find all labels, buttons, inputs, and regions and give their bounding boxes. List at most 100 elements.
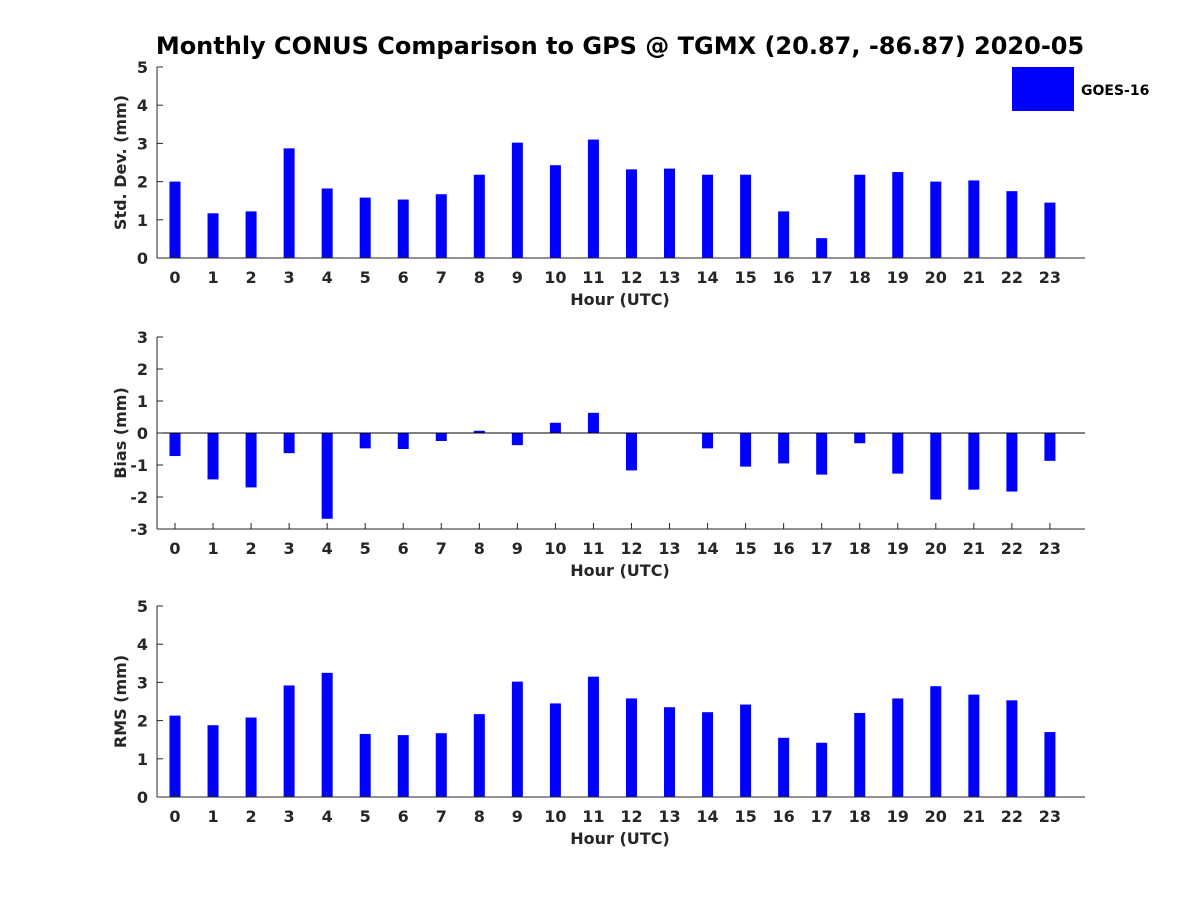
rms-xtick-label: 8 — [474, 807, 485, 826]
bias-bar-11 — [587, 412, 599, 433]
rms-ytick-label: 3 — [137, 673, 148, 692]
std-bar-18 — [854, 174, 866, 258]
rms-bar-18 — [854, 712, 866, 797]
rms-ytick-label: 2 — [137, 712, 148, 731]
rms-xtick-label: 19 — [887, 807, 909, 826]
std-bar-21 — [968, 180, 980, 258]
bias-bar-0 — [169, 433, 181, 457]
std-xtick-label: 1 — [207, 268, 218, 287]
rms-xtick-label: 9 — [512, 807, 523, 826]
rms-bar-19 — [892, 698, 904, 797]
rms-ytick-label: 0 — [137, 788, 148, 807]
std-xtick-label: 21 — [963, 268, 985, 287]
std-xtick-label: 16 — [773, 268, 795, 287]
std-xtick-label: 13 — [658, 268, 680, 287]
rms-xtick-label: 11 — [582, 807, 604, 826]
std-ytick-label: 1 — [137, 211, 148, 230]
rms-bar-7 — [435, 733, 447, 797]
rms-bar-21 — [968, 694, 980, 797]
bias-bar-15 — [740, 433, 752, 467]
bias-bar-4 — [321, 433, 333, 519]
std-xtick-label: 12 — [620, 268, 642, 287]
bias-bar-1 — [207, 433, 219, 480]
bias-bar-7 — [435, 433, 447, 441]
std-ytick-label: 3 — [137, 134, 148, 153]
rms-xtick-label: 23 — [1039, 807, 1061, 826]
bias-xtick-label: 10 — [544, 539, 566, 558]
bias-xtick-label: 14 — [696, 539, 718, 558]
std-xtick-label: 18 — [849, 268, 871, 287]
std-bar-9 — [511, 142, 523, 258]
rms-xtick-label: 6 — [398, 807, 409, 826]
rms-xtick-label: 16 — [773, 807, 795, 826]
std-bar-11 — [587, 139, 599, 258]
rms-ylabel: RMS (mm) — [111, 655, 130, 748]
std-bar-15 — [740, 174, 752, 258]
bias-ytick-label: -1 — [130, 456, 148, 475]
rms-bar-22 — [1006, 700, 1018, 797]
bias-xtick-label: 17 — [811, 539, 833, 558]
bias-bar-16 — [778, 433, 790, 464]
std-xtick-label: 7 — [436, 268, 447, 287]
std-xtick-label: 22 — [1001, 268, 1023, 287]
bias-bar-10 — [549, 422, 561, 433]
std-xlabel: Hour (UTC) — [570, 290, 670, 309]
std-xtick-label: 9 — [512, 268, 523, 287]
bias-bar-5 — [359, 433, 371, 449]
bias-xtick-label: 16 — [773, 539, 795, 558]
bias-xtick-label: 5 — [360, 539, 371, 558]
std-bar-20 — [930, 181, 942, 258]
legend-label: GOES-16 — [1081, 83, 1149, 99]
rms-bar-0 — [169, 715, 181, 797]
bias-ytick-label: -3 — [130, 520, 148, 539]
std-bar-7 — [435, 194, 447, 258]
std-ylabel: Std. Dev. (mm) — [111, 95, 130, 230]
std-ytick-label: 0 — [137, 249, 148, 268]
std-xtick-label: 6 — [398, 268, 409, 287]
rms-bar-20 — [930, 686, 942, 797]
rms-xtick-label: 4 — [322, 807, 333, 826]
std-xtick-label: 19 — [887, 268, 909, 287]
rms-xtick-label: 20 — [925, 807, 947, 826]
rms-ytick-label: 4 — [137, 635, 148, 654]
bias-bar-22 — [1006, 433, 1018, 492]
rms-xtick-label: 12 — [620, 807, 642, 826]
rms-bar-8 — [473, 714, 485, 797]
bias-bar-17 — [816, 433, 828, 475]
bias-xtick-label: 3 — [284, 539, 295, 558]
bias-xtick-label: 2 — [246, 539, 257, 558]
std-xtick-label: 8 — [474, 268, 485, 287]
rms-xtick-label: 13 — [658, 807, 680, 826]
rms-xtick-label: 5 — [360, 807, 371, 826]
std-xtick-label: 11 — [582, 268, 604, 287]
rms-bar-12 — [625, 698, 637, 797]
std-bar-2 — [245, 211, 257, 258]
std-xtick-label: 3 — [284, 268, 295, 287]
std-bar-22 — [1006, 191, 1018, 258]
bias-ytick-label: 3 — [137, 328, 148, 347]
bias-bar-9 — [511, 433, 523, 446]
bias-xtick-label: 0 — [169, 539, 180, 558]
rms-xtick-label: 22 — [1001, 807, 1023, 826]
std-bar-12 — [625, 169, 637, 258]
std-xtick-label: 14 — [696, 268, 718, 287]
legend: GOES-16 — [1012, 67, 1149, 111]
rms-bar-2 — [245, 717, 257, 797]
rms-bar-11 — [587, 676, 599, 797]
bias-bar-2 — [245, 433, 257, 488]
rms-xtick-label: 1 — [207, 807, 218, 826]
std-bar-14 — [702, 174, 714, 258]
bias-xtick-label: 12 — [620, 539, 642, 558]
std-xtick-label: 10 — [544, 268, 566, 287]
bias-bar-21 — [968, 433, 980, 490]
legend-swatch — [1012, 67, 1074, 111]
bias-xtick-label: 23 — [1039, 539, 1061, 558]
std-ytick-label: 5 — [137, 58, 148, 77]
bias-xtick-label: 11 — [582, 539, 604, 558]
rms-xtick-label: 14 — [696, 807, 718, 826]
std-xtick-label: 2 — [246, 268, 257, 287]
